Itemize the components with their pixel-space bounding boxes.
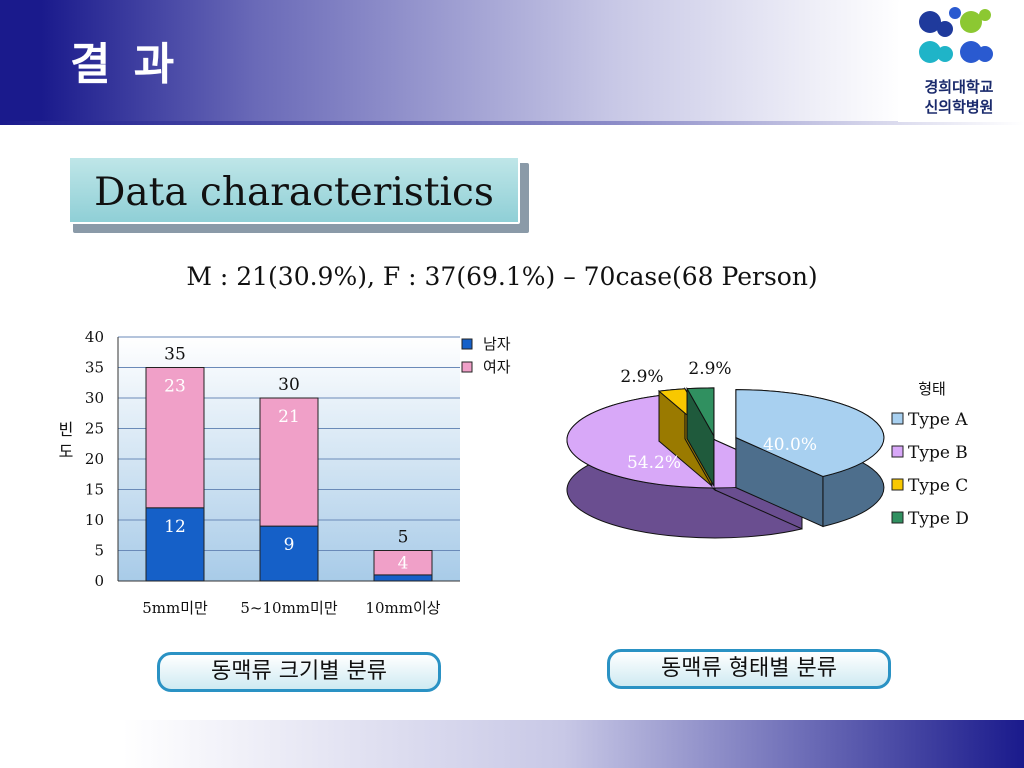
- bar-data-labels: 12 23 35 9 21 30 4 5: [164, 345, 408, 574]
- bar-여자: [145, 367, 205, 509]
- y-tick-label: 10: [85, 511, 104, 529]
- pie-value-label: 40.0%: [763, 435, 817, 455]
- y-tick-label: 25: [85, 420, 104, 438]
- legend-label: Type B: [908, 443, 968, 463]
- subtitle: Data characteristics: [94, 170, 494, 215]
- title-bar-underline: [0, 121, 1024, 125]
- pie-slice-Type D: [686, 387, 715, 438]
- slide-title: 결 과: [70, 39, 179, 90]
- legend-swatch: [891, 511, 904, 524]
- x-tick-label: 10mm이상: [365, 599, 440, 617]
- pie-slices: [566, 386, 885, 539]
- legend-swatch: [891, 412, 904, 425]
- clover-logo-icon: [919, 7, 993, 63]
- segment-label: 21: [278, 407, 300, 427]
- legend-label: Type A: [908, 410, 968, 430]
- bar-남자: [145, 507, 205, 582]
- subtitle-box: [68, 156, 520, 224]
- x-tick-label: 5mm미만: [142, 599, 208, 617]
- legend-label: 여자: [483, 358, 511, 376]
- y-tick-label: 0: [94, 572, 104, 590]
- logo-text-line1: 경희대학교: [924, 78, 994, 96]
- legend-title: 형태: [918, 380, 946, 398]
- y-tick-label: 15: [85, 481, 104, 499]
- legend-swatch: [461, 338, 473, 350]
- bar-남자: [259, 525, 319, 582]
- pie-value-label: 2.9%: [620, 367, 663, 387]
- y-tick-label: 5: [94, 542, 104, 560]
- total-label: 30: [278, 375, 300, 395]
- x-tick-label: 5~10mm미만: [240, 599, 337, 617]
- y-tick-label: 35: [85, 359, 104, 377]
- title-bar: [0, 0, 1024, 125]
- stats-line: M : 21(30.9%), F : 37(69.1%) – 70case(68…: [186, 262, 818, 291]
- pie-data-labels: 40.0% 54.2% 2.9% 2.9%: [620, 359, 817, 473]
- legend-swatch: [891, 478, 904, 491]
- segment-label: 23: [164, 377, 186, 397]
- caption-shape-classification: 동맥류 형태별 분류: [607, 649, 891, 689]
- bar-여자: [373, 550, 433, 576]
- y-tick-label: 20: [85, 450, 104, 468]
- bar-y-label: 빈도: [59, 420, 74, 461]
- legend-label: Type D: [908, 509, 969, 529]
- legend-label: Type C: [908, 476, 968, 496]
- segment-label: 12: [164, 517, 186, 537]
- bar-bars: [145, 367, 433, 582]
- legend-label: 남자: [483, 335, 511, 353]
- legend-swatch: [891, 445, 904, 458]
- pie-legend: 형태 Type A Type B Type C Type D: [891, 380, 969, 529]
- bar-x-ticks: 5mm미만 5~10mm미만 10mm이상: [142, 599, 441, 617]
- bar-chart: 0 5 10 15 20 25 30 35 40 12 23 35 9 21 30 4 5 5mm미만 5~10…: [59, 328, 511, 617]
- pie-slice-Type A: [735, 389, 885, 477]
- bar-남자: [373, 574, 433, 582]
- segment-label: 4: [398, 554, 409, 574]
- hospital-logo: 경희대학교 신의학병원: [898, 2, 1020, 122]
- legend-swatch: [461, 361, 473, 373]
- pie-chart: 40.0% 54.2% 2.9% 2.9% 형태 Type A Type B Type C T…: [566, 359, 969, 539]
- logo-text-line2: 신의학병원: [924, 98, 994, 116]
- segment-label: 9: [284, 535, 295, 555]
- total-label: 35: [164, 345, 186, 365]
- y-axis-label: 빈: [59, 420, 74, 439]
- pie-value-label: 54.2%: [627, 453, 681, 473]
- y-axis-label: 도: [59, 442, 74, 461]
- caption-size-classification: 동맥류 크기별 분류: [157, 652, 441, 692]
- y-tick-label: 30: [85, 389, 104, 407]
- bar-여자: [259, 397, 319, 527]
- footer-bar: [0, 720, 1024, 768]
- total-label: 5: [398, 528, 409, 548]
- y-tick-label: 40: [85, 328, 104, 346]
- bar-y-ticks: 0 5 10 15 20 25 30 35 40: [85, 328, 104, 590]
- pie-value-label: 2.9%: [688, 359, 731, 379]
